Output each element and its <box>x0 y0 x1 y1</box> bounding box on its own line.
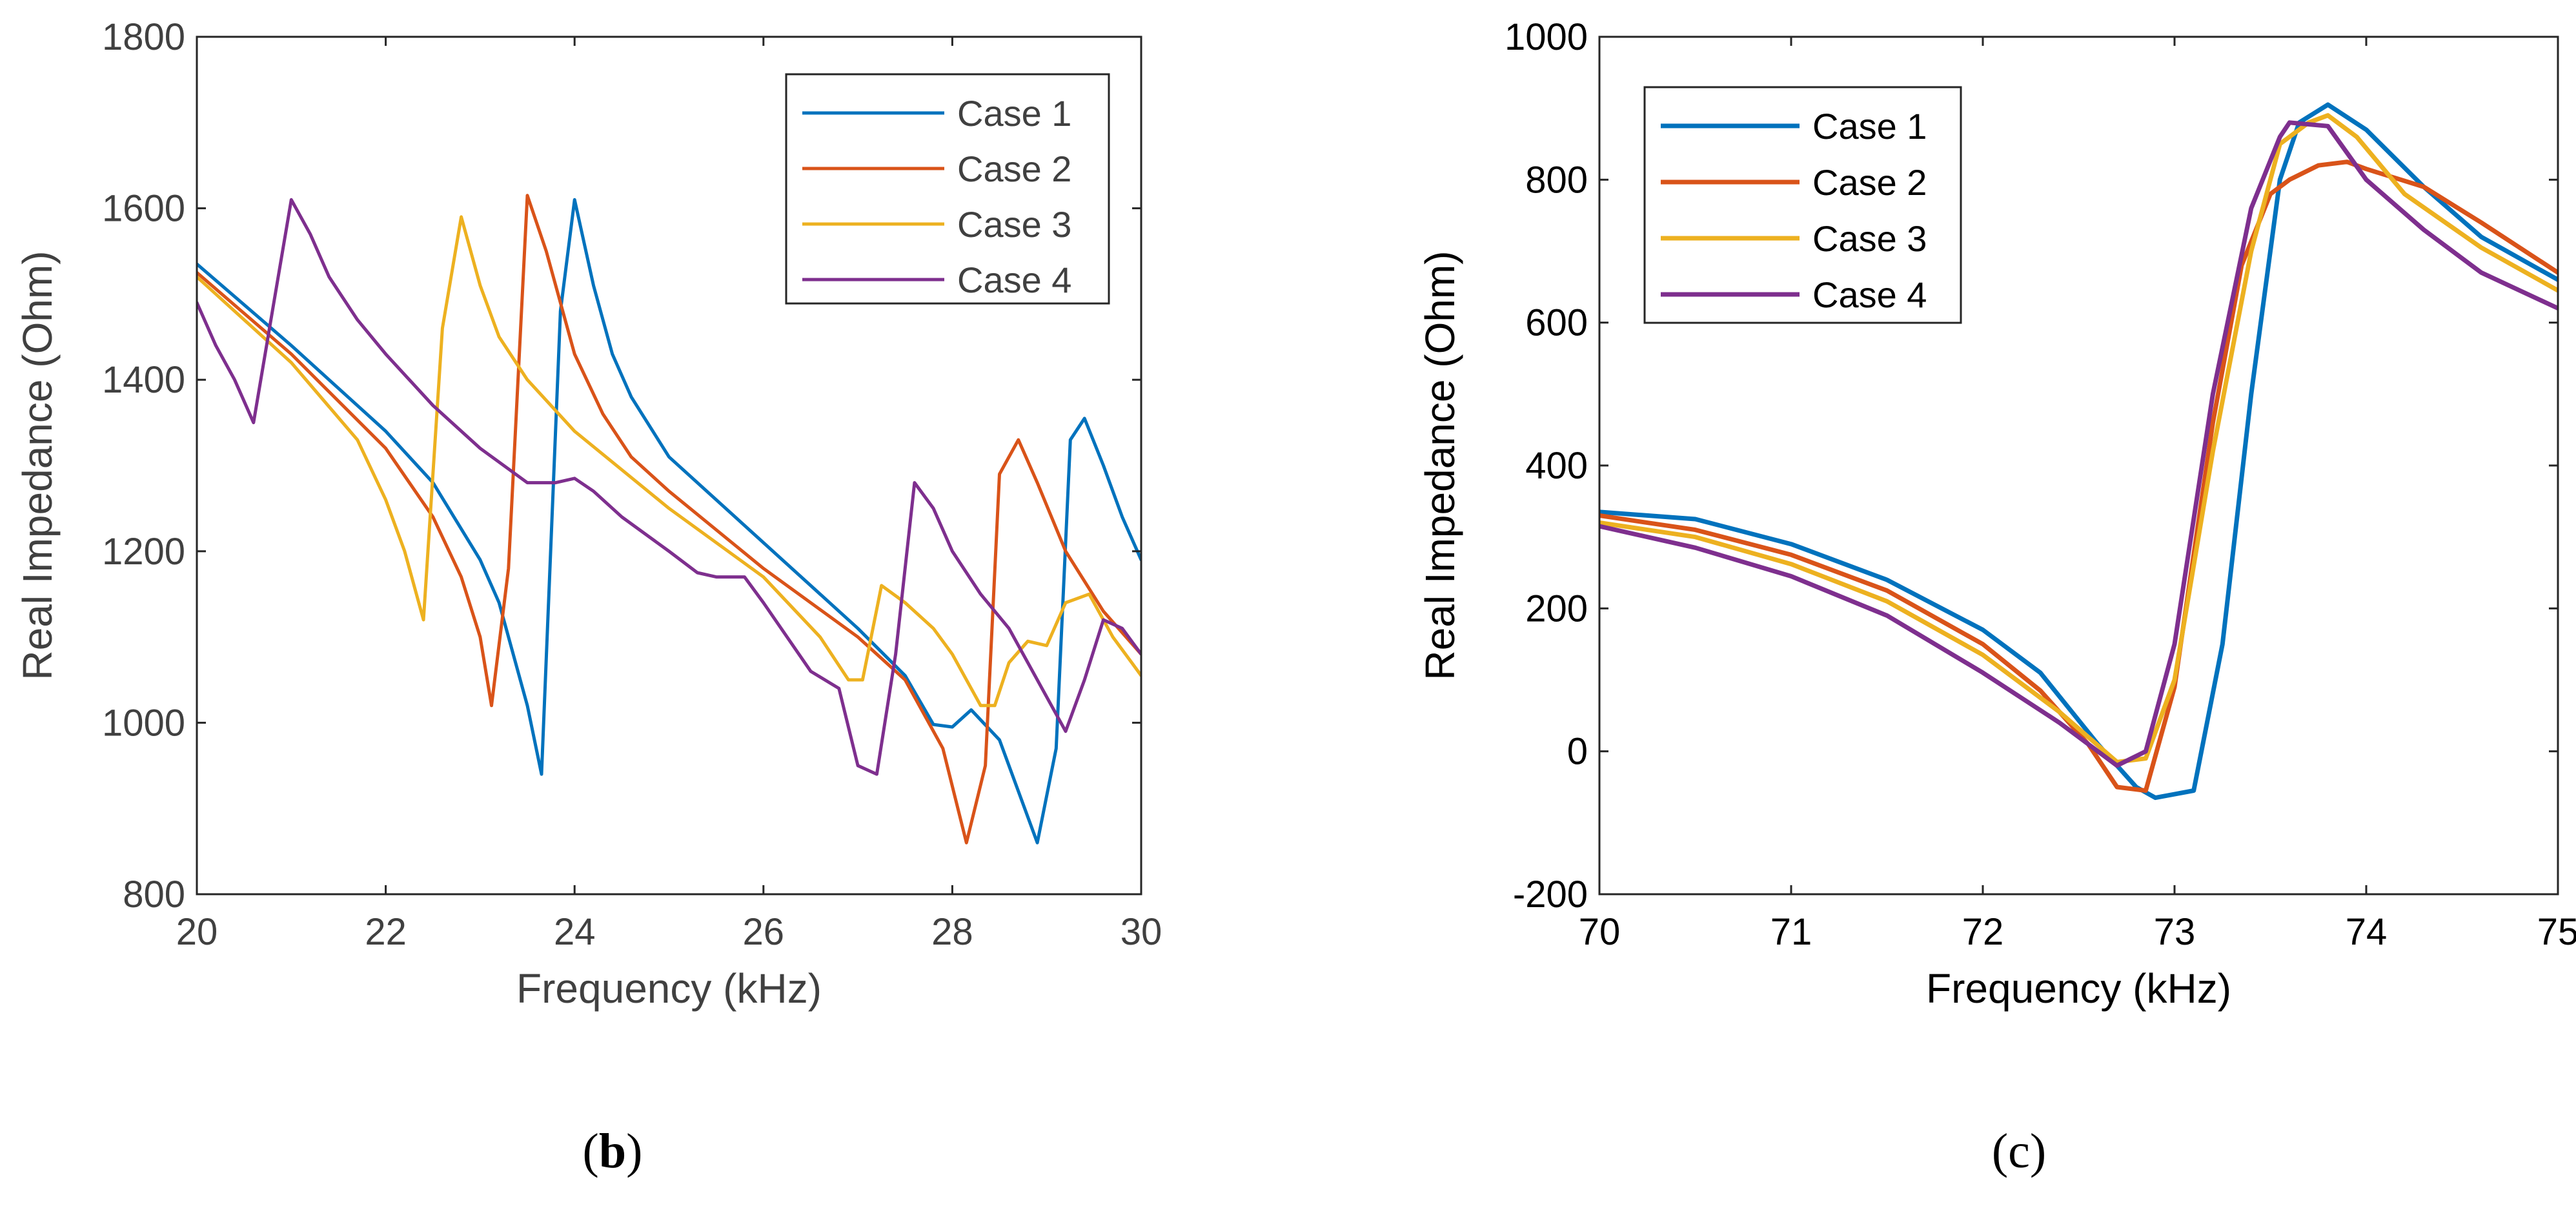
chart-b-y-axis-label: Real Impedance (Ohm) <box>14 251 61 680</box>
chart-c-y-axis-label: Real Impedance (Ohm) <box>1417 251 1463 680</box>
chart-c-y-tick-label: 800 <box>1525 159 1588 201</box>
chart-b-legend-label-1: Case 1 <box>957 93 1071 134</box>
chart-c-legend-label-4: Case 4 <box>1812 274 1927 315</box>
chart-b-y-tick-label: 1600 <box>102 188 185 230</box>
chart-c-x-tick-label: 70 <box>1579 911 1621 953</box>
chart-b-legend-label-4: Case 4 <box>957 260 1071 300</box>
chart-c-x-tick-label: 74 <box>2346 911 2388 953</box>
chart-c-x-tick-label: 75 <box>2537 911 2576 953</box>
chart-b-x-tick-label: 22 <box>365 911 407 953</box>
chart-b-x-tick-label: 20 <box>176 911 218 953</box>
chart-b-series-2-line <box>197 194 1141 845</box>
chart-c-legend-label-3: Case 3 <box>1812 218 1927 259</box>
panel-label-c: (c) <box>1991 1124 2047 1178</box>
chart-b-series-1-line <box>197 198 1141 845</box>
chart-c-x-axis-label: Frequency (kHz) <box>1926 965 2231 1012</box>
chart-b-x-tick-label: 26 <box>743 911 785 953</box>
chart-b-x-tick-label: 28 <box>931 911 973 953</box>
chart-c-series-1-line <box>1599 102 2558 801</box>
chart-b-y-tick-label: 1200 <box>102 531 185 573</box>
chart-c-y-tick-label: 400 <box>1525 445 1588 487</box>
chart-c-y-tick-label: 1000 <box>1505 16 1588 58</box>
chart-b-x-tick-label: 30 <box>1121 911 1162 953</box>
chart-b-legend-label-3: Case 3 <box>957 204 1071 245</box>
chart-b-y-tick-label: 1800 <box>102 16 185 58</box>
chart-b-series-4-line <box>197 198 1141 776</box>
panel-label-b-letter: b <box>598 1124 627 1178</box>
chart-c-legend: Case 1 Case 2 Case 3 Case 4 <box>1643 86 1962 324</box>
panel-label-b: (b) <box>582 1124 643 1178</box>
chart-c-x-tick-label: 72 <box>1962 911 2004 953</box>
chart-c-y-tick-label: 0 <box>1567 731 1588 773</box>
chart-b-legend: Case 1 Case 2 Case 3 Case 4 <box>785 73 1110 305</box>
chart-b: 20 22 24 26 28 30 800 1000 1200 1400 1600 1800 Frequ… <box>14 16 1162 1012</box>
chart-c: 70 71 72 73 74 75 -200 0 200 400 600 800 1000 Frequen… <box>1417 16 2576 1012</box>
chart-b-series-3-line <box>197 215 1141 708</box>
chart-b-y-tick-label: 1000 <box>102 702 185 744</box>
chart-c-y-tick-label: 600 <box>1525 302 1588 344</box>
chart-c-series-group <box>1599 102 2558 801</box>
chart-c-x-tick-label: 73 <box>2154 911 2196 953</box>
chart-b-y-tick-label: 800 <box>123 874 185 916</box>
chart-b-series-group <box>197 194 1141 845</box>
chart-c-series-3-line <box>1599 113 2558 764</box>
chart-c-x-tick-label: 71 <box>1770 911 1812 953</box>
chart-b-y-tick-label: 1400 <box>102 359 185 401</box>
chart-b-axes-box <box>196 36 1142 896</box>
panel-label-c-letter: c <box>2008 1124 2030 1178</box>
chart-c-legend-label-1: Case 1 <box>1812 106 1927 147</box>
chart-c-y-tick-label: 200 <box>1525 588 1588 630</box>
chart-c-y-tick-label: -200 <box>1513 874 1588 916</box>
chart-b-x-axis-label: Frequency (kHz) <box>516 965 822 1012</box>
chart-b-legend-label-2: Case 2 <box>957 148 1071 189</box>
chart-b-x-tick-label: 24 <box>554 911 596 953</box>
chart-c-series-4-line <box>1599 120 2558 768</box>
chart-c-legend-label-2: Case 2 <box>1812 162 1927 203</box>
